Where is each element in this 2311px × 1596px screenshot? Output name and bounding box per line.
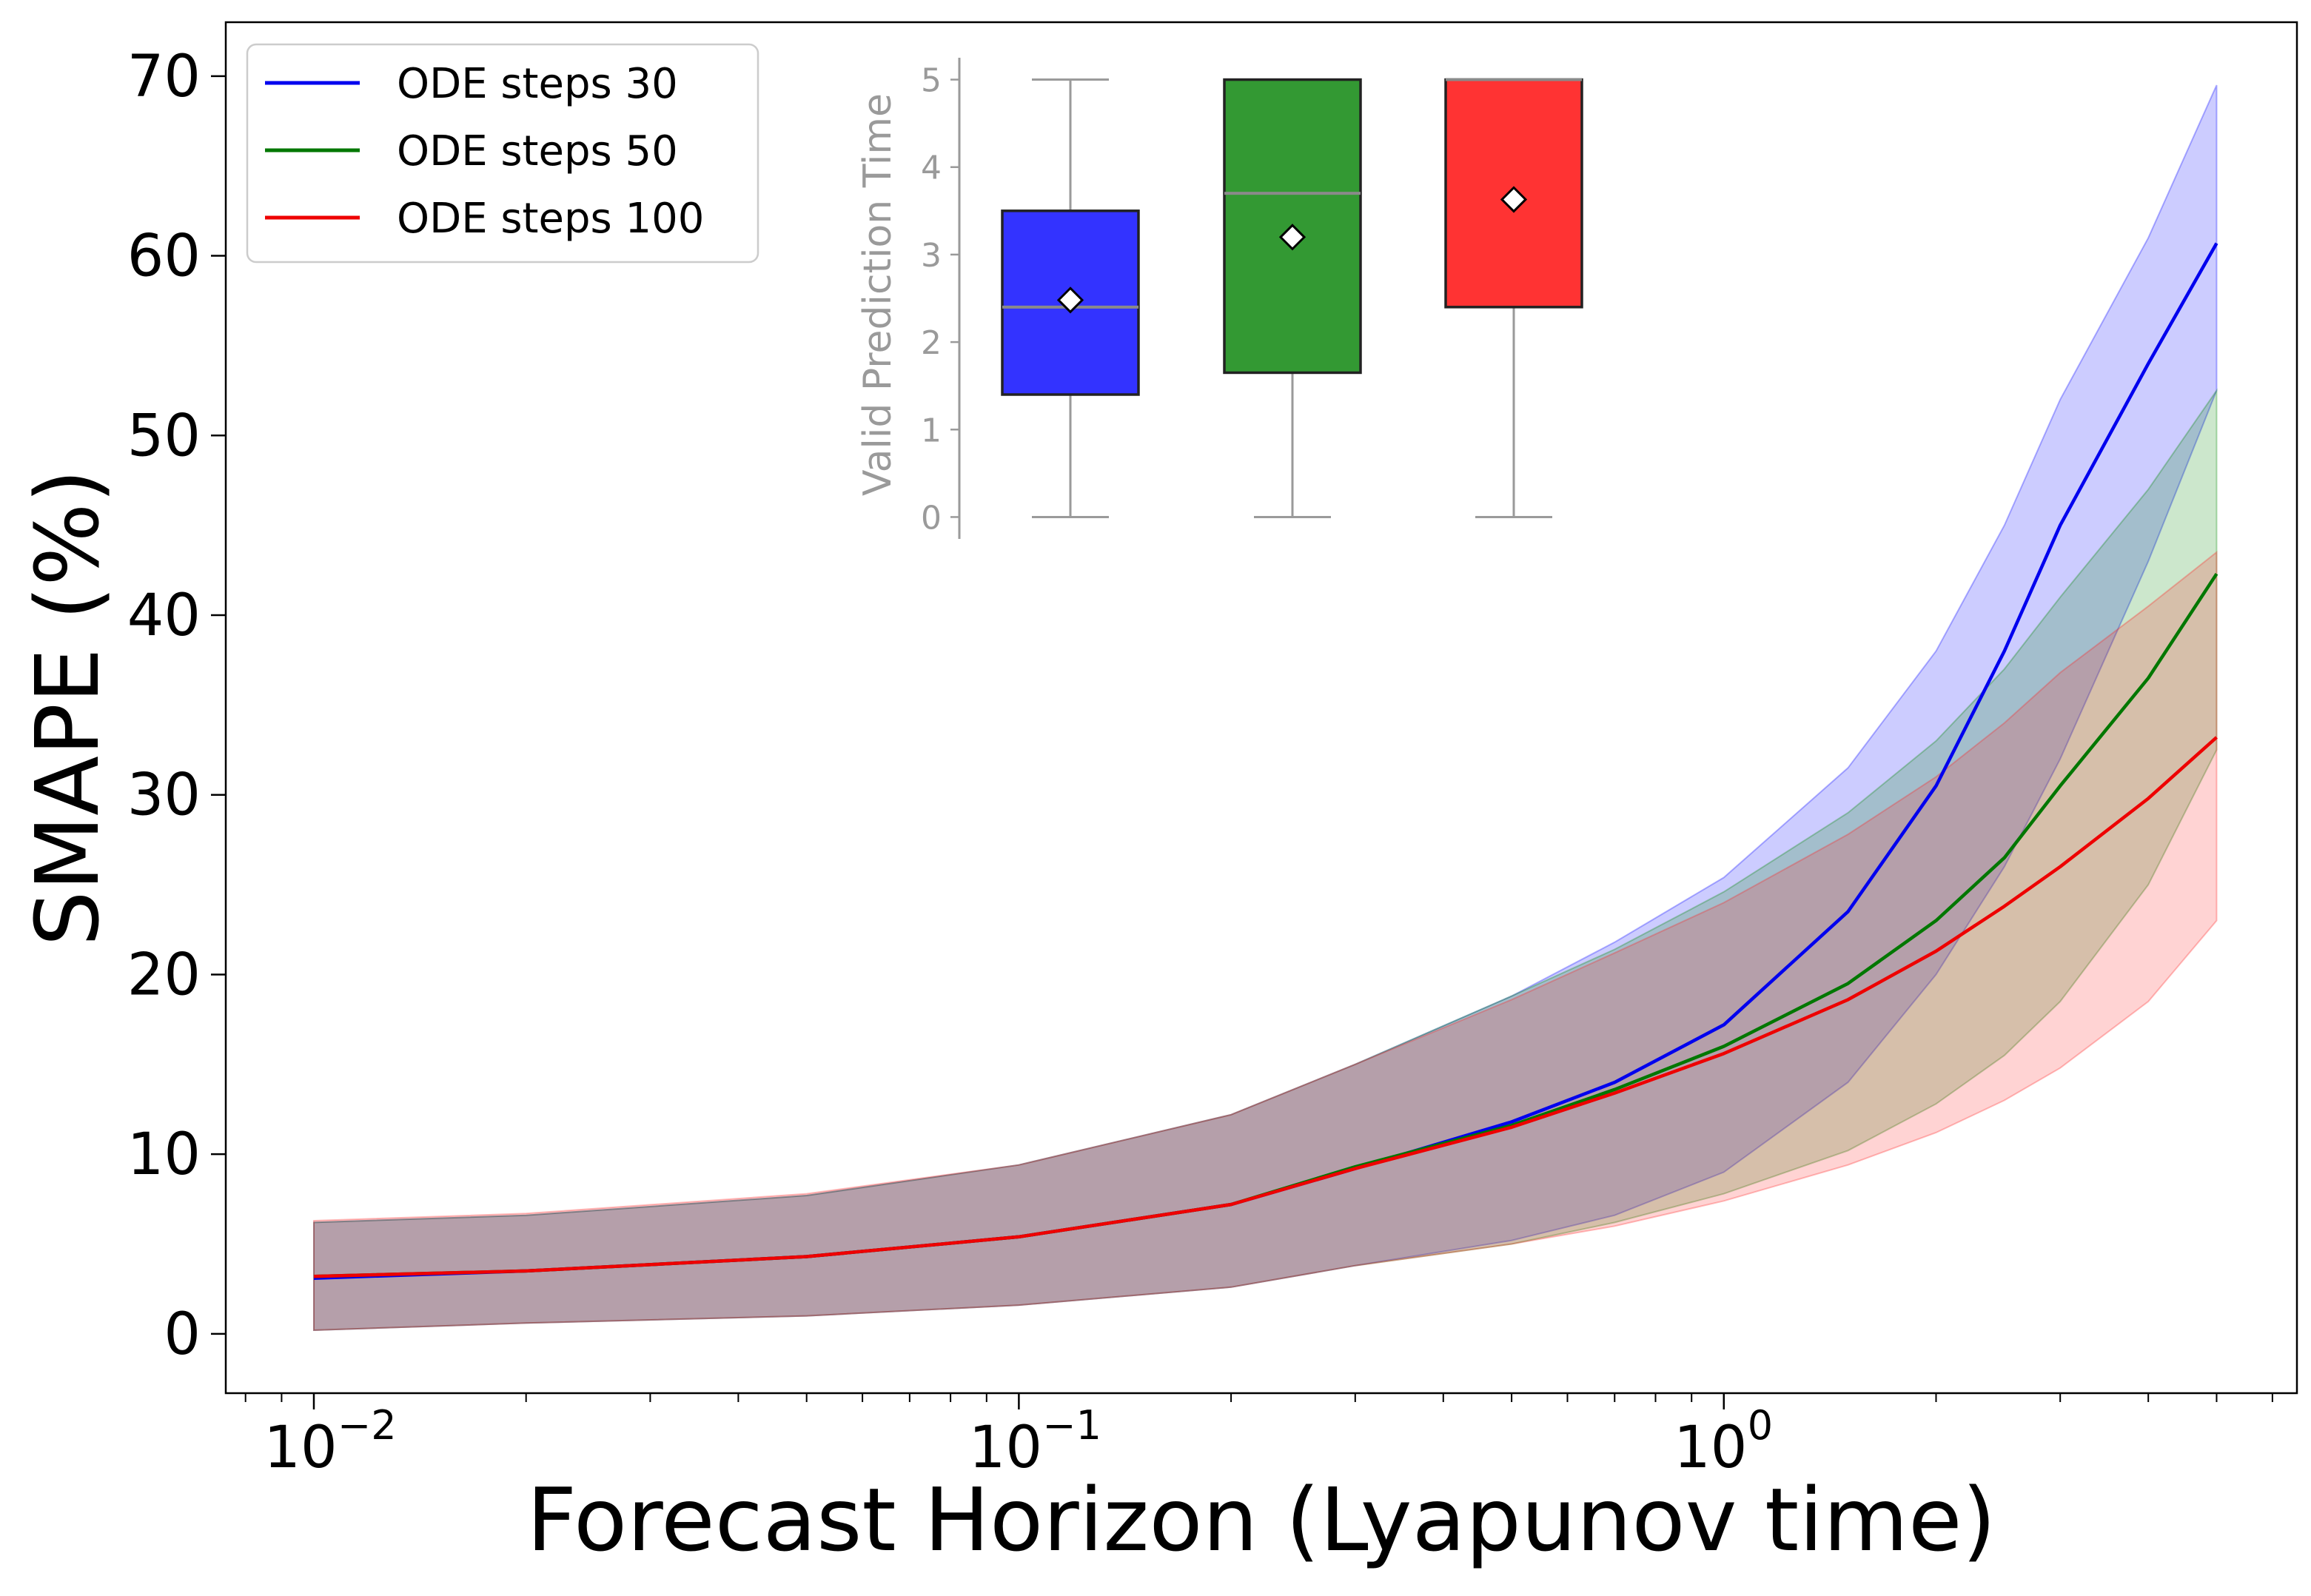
band-2 (313, 550, 2218, 1332)
x-axis-ticks: 10 −2 10 −1 10 0 (244, 1393, 2273, 1481)
y-tick-label: 70 (127, 44, 201, 110)
y-tick-label: 20 (127, 942, 201, 1008)
legend: ODE steps 30 ODE steps 50 ODE steps 100 (246, 43, 759, 264)
inset-y-tick-label: 4 (921, 150, 942, 187)
inset-boxes (1001, 78, 1583, 518)
y-tick-label: 0 (164, 1301, 201, 1368)
y-tick-label: 40 (127, 583, 201, 649)
band-1 (313, 388, 2218, 1332)
inset-y-axis: 0 1 2 3 4 5 (921, 58, 961, 539)
inset-box-1 (1223, 78, 1362, 518)
x-tick-exponent: −2 (338, 1402, 397, 1449)
legend-label-steps-30: ODE steps 30 (397, 60, 678, 108)
band-0 (313, 84, 2218, 1332)
series-lines (313, 242, 2218, 1280)
inset-mean-marker (1278, 224, 1307, 251)
inset-y-tick-label: 2 (921, 324, 942, 362)
inset-box-2 (1444, 78, 1583, 518)
legend-box (246, 43, 759, 264)
inset-mean-marker (1056, 286, 1084, 314)
inset-box-0 (1001, 78, 1140, 518)
inset-y-tick-label: 5 (921, 62, 942, 100)
y-axis-ticks: 0 10 20 30 40 50 60 70 (127, 44, 226, 1368)
inset-y-axis-label: Valid Prediction Time (856, 93, 900, 496)
x-tick-exponent: 0 (1748, 1402, 1773, 1449)
y-tick-label: 10 (127, 1121, 201, 1188)
x-tick-label: 10 (264, 1415, 337, 1481)
x-tick-exponent: −1 (1042, 1402, 1101, 1449)
y-tick-label: 50 (127, 403, 201, 469)
y-tick-label: 30 (127, 762, 201, 829)
inset-mean-marker (1500, 186, 1528, 213)
x-tick-label: 10 (1674, 1415, 1747, 1481)
inset-y-tick-label: 1 (921, 412, 942, 449)
legend-label-steps-100: ODE steps 100 (397, 195, 704, 243)
y-tick-label: 60 (127, 224, 201, 290)
x-axis-label: Forecast Horizon (Lyapunov time) (526, 1469, 1996, 1571)
y-axis-label: SMAPE (%) (16, 469, 118, 947)
inset-boxplot: 0 1 2 3 4 5 Valid Prediction Time (856, 58, 1583, 539)
series-line-2 (313, 736, 2218, 1278)
plot-frame (224, 21, 2298, 1395)
inset-y-tick-label: 0 (921, 499, 942, 537)
legend-label-steps-50: ODE steps 50 (397, 127, 678, 175)
confidence-bands (313, 84, 2218, 1332)
inset-y-tick-label: 3 (921, 237, 942, 275)
x-tick-label: 10 (969, 1415, 1042, 1481)
